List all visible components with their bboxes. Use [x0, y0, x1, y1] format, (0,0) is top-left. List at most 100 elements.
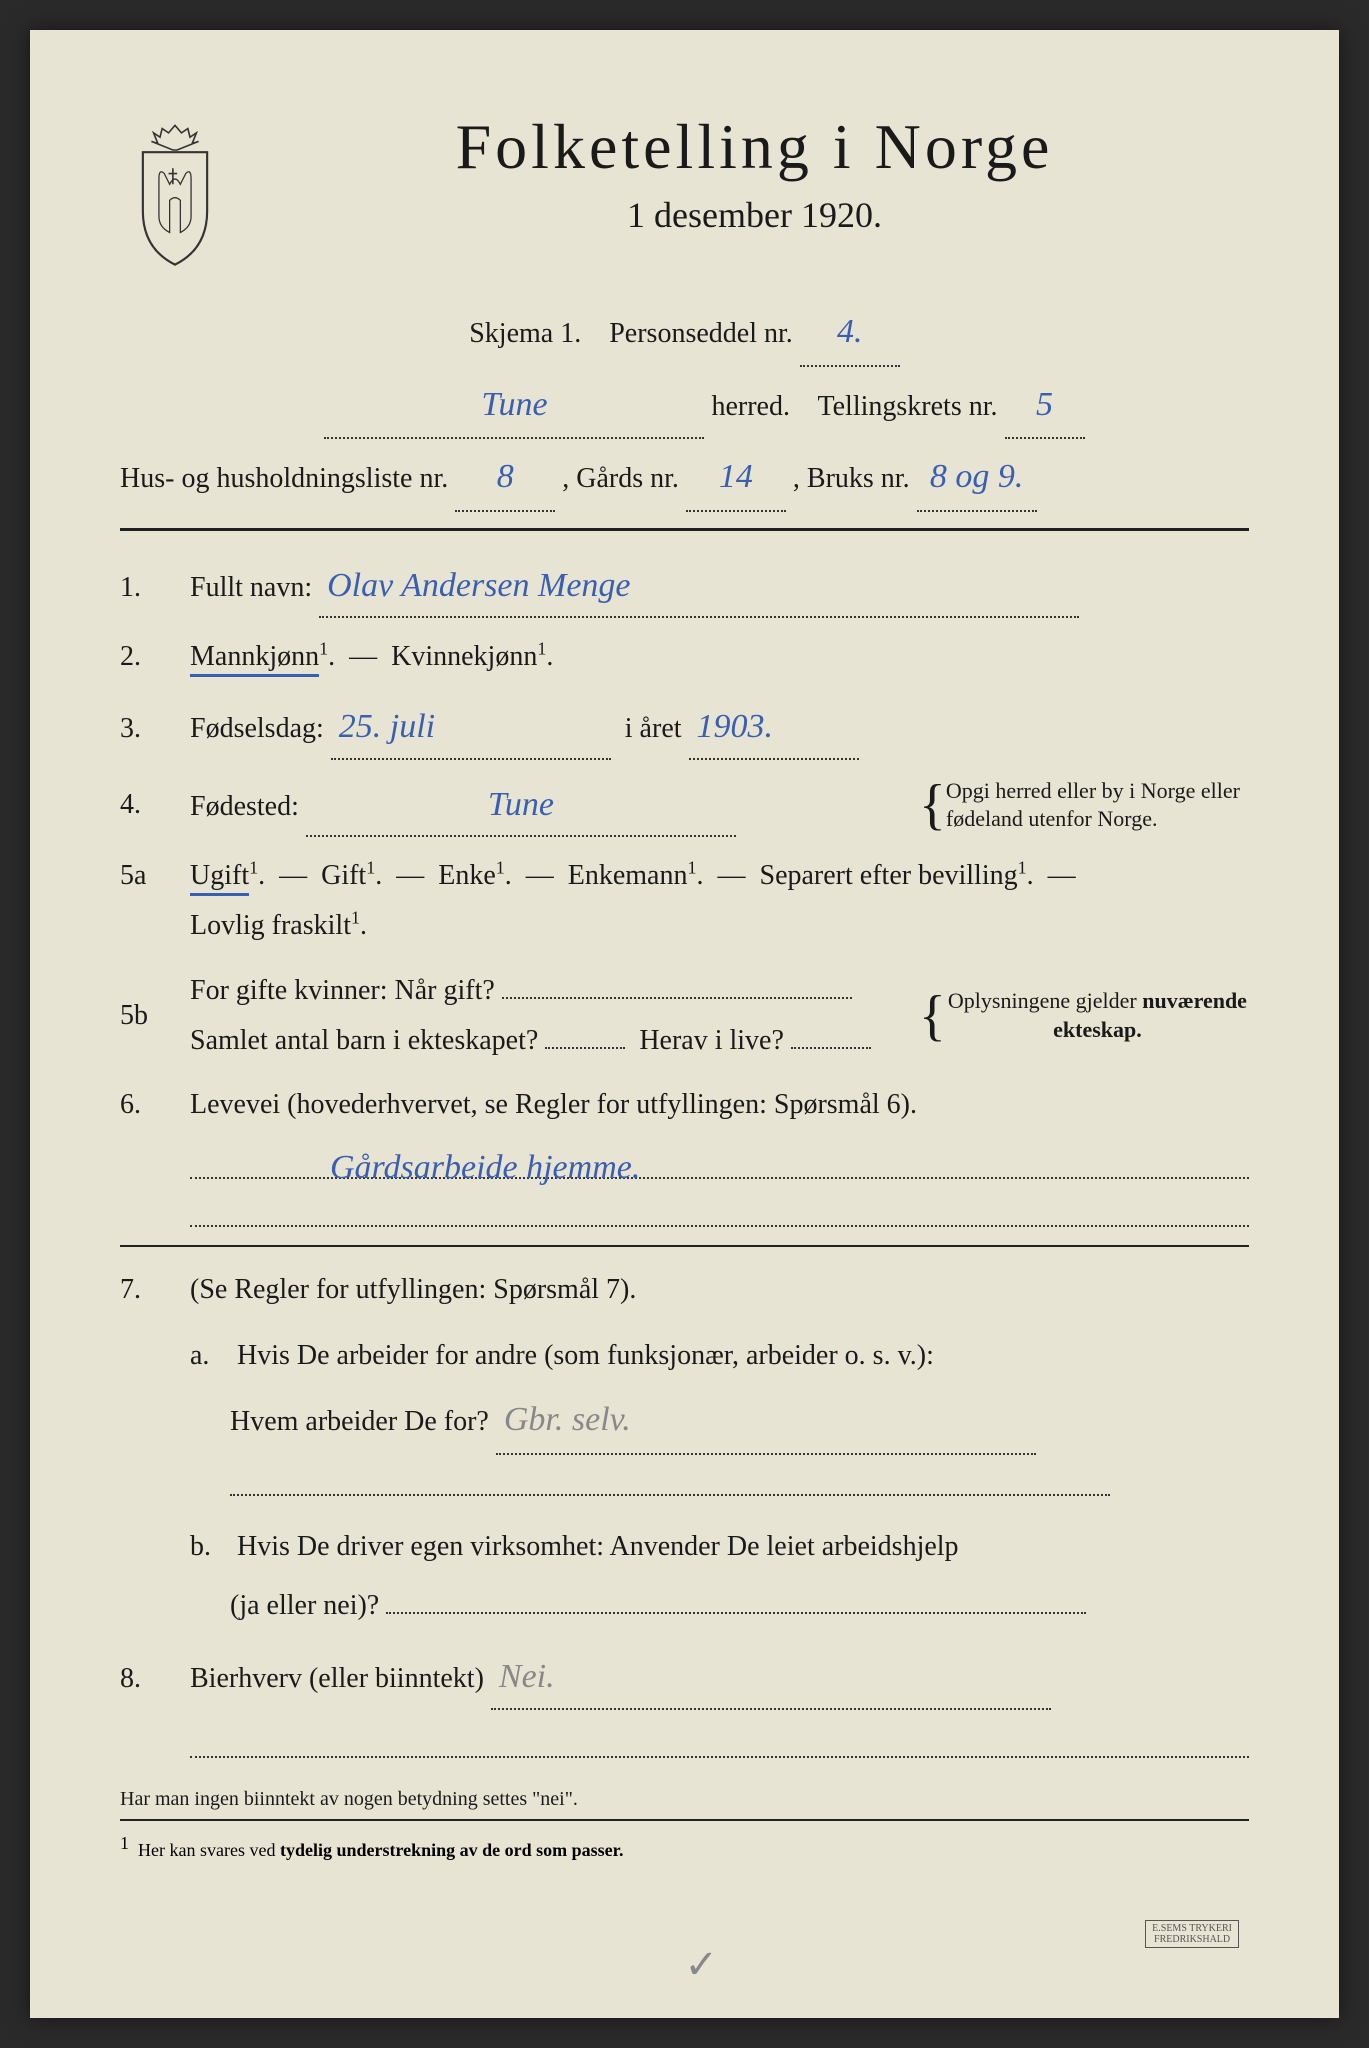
q3: 3. Fødselsdag: 25. juli i året 1903. — [120, 696, 1249, 759]
q7a-text2: Hvem arbeider De for? — [230, 1406, 489, 1437]
q5a-opt4: Enkemann — [568, 860, 688, 891]
q5b-aside-text: Oplysningene gjelder nuværende ekteskap. — [948, 988, 1247, 1042]
q7b-text2: (ja eller nei)? — [230, 1590, 379, 1621]
q5b-fill1 — [502, 997, 852, 999]
q4-value: Tune — [306, 774, 736, 837]
q7a-blank — [120, 1461, 1249, 1514]
date-subtitle: 1 desember 1920. — [260, 194, 1249, 236]
footnote-num: 1 — [120, 1833, 129, 1853]
q2-opt2: Kvinnekjønn — [391, 641, 537, 672]
tellingskrets-nr: 5 — [1005, 373, 1085, 440]
q4-label: Fødested: — [190, 791, 299, 822]
divider — [120, 1245, 1249, 1247]
q8-label: Bierhverv (eller biinntekt) — [190, 1663, 484, 1694]
q8-value: Nei. — [491, 1646, 1051, 1709]
q4-aside: { Opgi herred eller by i Norge eller fød… — [919, 777, 1249, 834]
q7a: a. Hvis De arbeider for andre (som funks… — [120, 1329, 1249, 1382]
divider — [120, 1819, 1249, 1821]
herred-value: Tune — [324, 373, 704, 440]
gards-label: , Gårds nr. — [562, 463, 679, 494]
q2-sup1: 1 — [319, 639, 328, 659]
q3-num: 3. — [120, 713, 190, 745]
q5b-label2: Samlet antal barn i ekteskapet? — [190, 1025, 538, 1056]
q5a-opt1: Ugift — [190, 860, 249, 896]
herred-label: herred. — [711, 391, 790, 422]
gards-nr: 14 — [686, 445, 786, 512]
title-block: Folketelling i Norge 1 desember 1920. — [260, 110, 1249, 236]
q6-blank — [190, 1185, 1249, 1227]
q4-aside-text: Opgi herred eller by i Norge eller fødel… — [946, 777, 1249, 834]
q5a-opt3: Enke — [438, 860, 496, 891]
q5b-label3: Herav i live? — [639, 1025, 784, 1056]
q3-year: 1903. — [689, 696, 859, 759]
q5a-opt2: Gift — [321, 860, 366, 891]
hus-nr: 8 — [455, 445, 555, 512]
personseddel-label: Personseddel nr. — [609, 318, 793, 349]
q8: 8. Bierhverv (eller biinntekt) Nei. — [120, 1646, 1249, 1757]
q7a-text1: Hvis De arbeider for andre (som funksjon… — [237, 1340, 934, 1371]
q5b-aside: { Oplysningene gjelder nuværende ekteska… — [919, 987, 1249, 1044]
q7b-line2: (ja eller nei)? — [120, 1579, 1249, 1632]
q2-sup2: 1 — [537, 639, 546, 659]
hus-line: Hus- og husholdningsliste nr. 8 , Gårds … — [120, 445, 1249, 512]
header: Folketelling i Norge 1 desember 1920. — [120, 110, 1249, 270]
q5a-opt6: Lovlig fraskilt — [190, 910, 351, 941]
bruks-label: , Bruks nr. — [793, 463, 910, 494]
footnote: 1 Her kan svares ved tydelig understrekn… — [120, 1833, 1249, 1861]
q1: 1. Fullt navn: Olav Andersen Menge — [120, 555, 1249, 618]
q2-opt1: Mannkjønn — [190, 641, 319, 677]
q5b-num: 5b — [120, 1000, 190, 1032]
q1-value: Olav Andersen Menge — [319, 555, 1079, 618]
q4-num: 4. — [120, 789, 190, 821]
skjema-label: Skjema 1. — [469, 318, 581, 349]
footer-note: Har man ingen biinntekt av nogen betydni… — [120, 1788, 1249, 1811]
q7: 7. (Se Regler for utfyllingen: Spørsmål … — [120, 1265, 1249, 1315]
hus-label: Hus- og husholdningsliste nr. — [120, 463, 448, 494]
q6-num: 6. — [120, 1089, 190, 1121]
herred-line: Tune herred. Tellingskrets nr. 5 — [120, 373, 1249, 440]
footnote-text: Her kan svares ved tydelig understreknin… — [138, 1840, 624, 1860]
q3-day: 25. juli — [331, 696, 611, 759]
coat-of-arms-icon — [120, 120, 230, 270]
stamp-line1: E.SEMS TRYKERI — [1152, 1923, 1232, 1934]
q5b-label1: For gifte kvinner: Når gift? — [190, 975, 495, 1006]
q7-num: 7. — [120, 1274, 190, 1306]
stamp-line2: FREDRIKSHALD — [1154, 1934, 1230, 1945]
q2: 2. Mannkjønn1. — Kvinnekjønn1. — [120, 632, 1249, 682]
q7a-value: Gbr. selv. — [496, 1388, 1036, 1455]
q3-label: Fødselsdag: — [190, 713, 324, 744]
personseddel-nr: 4. — [800, 300, 900, 367]
bruks-nr: 8 og 9. — [917, 445, 1037, 512]
checkmark-icon: ✓ — [685, 1941, 719, 1988]
divider — [120, 528, 1249, 531]
q6-label: Levevei (hovederhvervet, se Regler for u… — [190, 1089, 917, 1120]
q8-blank — [190, 1716, 1249, 1758]
census-form-page: Folketelling i Norge 1 desember 1920. Sk… — [30, 30, 1339, 2018]
q7-label: (Se Regler for utfyllingen: Spørsmål 7). — [190, 1274, 636, 1305]
q7b-label: b. — [190, 1520, 230, 1573]
q3-year-label: i året — [625, 713, 682, 744]
q4: 4. Fødested: Tune { Opgi herred eller by… — [120, 774, 1249, 837]
q6-value: Gårdsarbeide hjemme. — [190, 1137, 1249, 1179]
q8-num: 8. — [120, 1663, 190, 1695]
skjema-line: Skjema 1. Personseddel nr. 4. — [120, 300, 1249, 367]
q5b-fill2 — [545, 1047, 625, 1049]
q7b: b. Hvis De driver egen virksomhet: Anven… — [120, 1520, 1249, 1573]
brace-icon: { — [919, 1002, 946, 1030]
q1-num: 1. — [120, 572, 190, 604]
q5b: 5b For gifte kvinner: Når gift? Samlet a… — [120, 966, 1249, 1067]
brace-icon: { — [919, 791, 946, 819]
tellingskrets-label: Tellingskrets nr. — [817, 391, 997, 422]
q7b-text: Hvis De driver egen virksomhet: Anvender… — [237, 1531, 959, 1562]
printer-stamp: E.SEMS TRYKERI FREDRIKSHALD — [1145, 1920, 1239, 1948]
q5a-num: 5a — [120, 860, 190, 892]
main-title: Folketelling i Norge — [260, 110, 1249, 184]
q5a: 5a Ugift1. — Gift1. — Enke1. — Enkemann1… — [120, 851, 1249, 952]
q2-num: 2. — [120, 641, 190, 673]
q1-label: Fullt navn: — [190, 572, 312, 603]
q7a-label: a. — [190, 1329, 230, 1382]
q6: 6. Levevei (hovederhvervet, se Regler fo… — [120, 1080, 1249, 1226]
q5b-fill3 — [791, 1047, 871, 1049]
q7b-fill — [386, 1612, 1086, 1614]
q5a-opt5: Separert efter bevilling — [760, 860, 1018, 891]
